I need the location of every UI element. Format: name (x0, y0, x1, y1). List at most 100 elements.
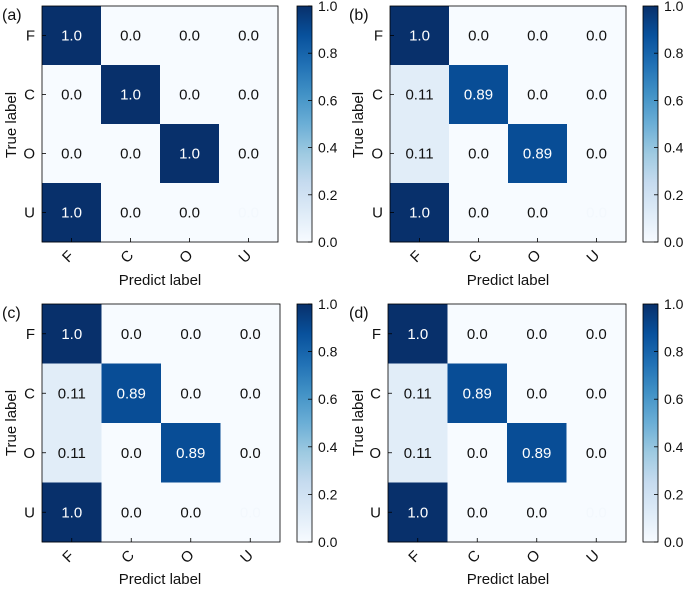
matrix-frame (387, 303, 627, 543)
colorbar: 0.0 0.2 0.4 0.6 0.8 1.0 (642, 296, 684, 550)
matrix-cell (220, 363, 281, 424)
matrix-cell (101, 423, 162, 483)
x-tick-label: F (407, 248, 426, 267)
x-axis-label: Predict label (467, 272, 550, 289)
y-tick-label: U (24, 504, 35, 521)
x-tick-label: O (176, 247, 196, 267)
x-tick-label: O (524, 247, 544, 267)
y-tick-label: C (24, 87, 35, 104)
cell-value: 0.0 (586, 504, 607, 521)
cell-value: 0.0 (238, 87, 259, 104)
matrix-cell (219, 6, 279, 66)
colorbar-tick-label: 1.0 (318, 296, 338, 312)
y-tick-label: U (24, 205, 35, 222)
cell-value: 0.0 (179, 87, 200, 104)
confusion-matrix-panel-d: (d) 1.0 0.0 0.0 0.0 0.11 0.89 0.0 0.0 0.11 0.0 0.89… (349, 296, 684, 588)
matrix-cell (220, 482, 281, 543)
matrix-cell (449, 6, 509, 66)
cell-value: 0.0 (179, 205, 200, 222)
cell-value: 0.0 (468, 146, 489, 163)
x-tick-label: F (405, 548, 424, 567)
colorbar-tick-label: 0.2 (664, 187, 684, 203)
panel-label: (d) (349, 305, 369, 322)
x-tick-label: U (237, 547, 257, 567)
x-tick-label: U (583, 547, 603, 567)
cell-value: 0.11 (58, 445, 86, 462)
matrix-cell (42, 124, 102, 184)
matrix-cell (388, 304, 448, 364)
matrix-cell (161, 482, 221, 543)
matrix-cell (447, 423, 508, 483)
cell-value: 0.0 (586, 445, 607, 462)
y-tick-label: C (24, 385, 35, 402)
y-tick-label: F (26, 28, 35, 45)
cell-value: 0.0 (527, 28, 548, 45)
cell-value: 0.89 (117, 385, 146, 402)
confusion-matrix-panel-c: (c) 1.0 0.0 0.0 0.0 0.11 0.89 0.0 0.0 0.11 0.0 0.89… (2, 296, 338, 588)
x-tick-label: C (118, 547, 138, 567)
matrix-cell (508, 124, 568, 184)
cell-value: 0.0 (121, 445, 142, 462)
colorbar-tick-label: 0.8 (664, 45, 684, 61)
cell-value: 0.11 (58, 385, 86, 402)
cell-value: 0.0 (586, 87, 607, 104)
cell-value: 0.0 (240, 445, 261, 462)
cell-value: 1.0 (409, 205, 430, 222)
matrix-cell (42, 363, 102, 424)
x-tick-label: U (583, 247, 603, 267)
matrix-cell (219, 124, 279, 184)
matrix-cell (42, 304, 102, 364)
cell-value: 1.0 (409, 28, 430, 45)
cell-value: 0.0 (467, 504, 488, 521)
colorbar-tick-label: 0.4 (664, 140, 684, 156)
matrix-cell (447, 304, 508, 364)
x-axis-label: Predict label (467, 571, 550, 588)
x-axis-label: Predict label (119, 272, 202, 289)
cell-value: 0.0 (586, 28, 607, 45)
colorbar: 0.0 0.2 0.4 0.6 0.8 1.0 (296, 0, 338, 250)
y-tick-label: O (371, 146, 383, 163)
matrix-cell (161, 304, 221, 364)
colorbar-tick-label: 0.0 (664, 534, 684, 550)
panel-label: (b) (349, 7, 369, 24)
colorbar-gradient (296, 303, 313, 543)
colorbar-tick-label: 0.8 (664, 344, 684, 360)
colorbar-tick-label: 0.2 (664, 486, 684, 502)
matrix-cell (390, 6, 450, 66)
matrix-cell (567, 6, 627, 66)
matrix-cell (449, 124, 509, 184)
matrix-cell (508, 65, 568, 125)
cell-value: 1.0 (61, 504, 82, 521)
y-tick-label: U (370, 504, 381, 521)
matrix-cell (160, 183, 220, 243)
matrix-cell (42, 482, 102, 543)
x-tick-label: F (59, 548, 78, 567)
cell-value: 0.0 (121, 326, 142, 343)
matrix-cell (507, 482, 567, 543)
cell-value: 1.0 (61, 326, 82, 343)
colorbar-tick-label: 0.6 (664, 391, 684, 407)
cell-value: 0.0 (240, 504, 261, 521)
matrix-cell (567, 124, 627, 184)
y-axis-label: True label (350, 92, 367, 158)
matrix-cell (101, 124, 161, 184)
colorbar-tick-label: 0.8 (318, 45, 338, 61)
cell-value: 0.0 (238, 146, 259, 163)
colorbar-gradient (642, 5, 659, 243)
cell-value: 0.0 (240, 385, 261, 402)
matrix-cell (508, 6, 568, 66)
cell-value: 0.0 (61, 146, 82, 163)
panel-label: (c) (2, 305, 21, 322)
matrix-cell (390, 65, 450, 125)
matrix-cell (219, 65, 279, 125)
matrix-cell (161, 363, 221, 424)
matrix-cell (507, 363, 567, 424)
cell-value: 0.89 (176, 445, 205, 462)
matrix-cell (101, 304, 162, 364)
cell-value: 0.0 (527, 205, 548, 222)
cell-value: 0.11 (405, 87, 433, 104)
matrix-cell (101, 482, 162, 543)
matrix-cell (390, 124, 450, 184)
x-tick-label: C (464, 547, 484, 567)
